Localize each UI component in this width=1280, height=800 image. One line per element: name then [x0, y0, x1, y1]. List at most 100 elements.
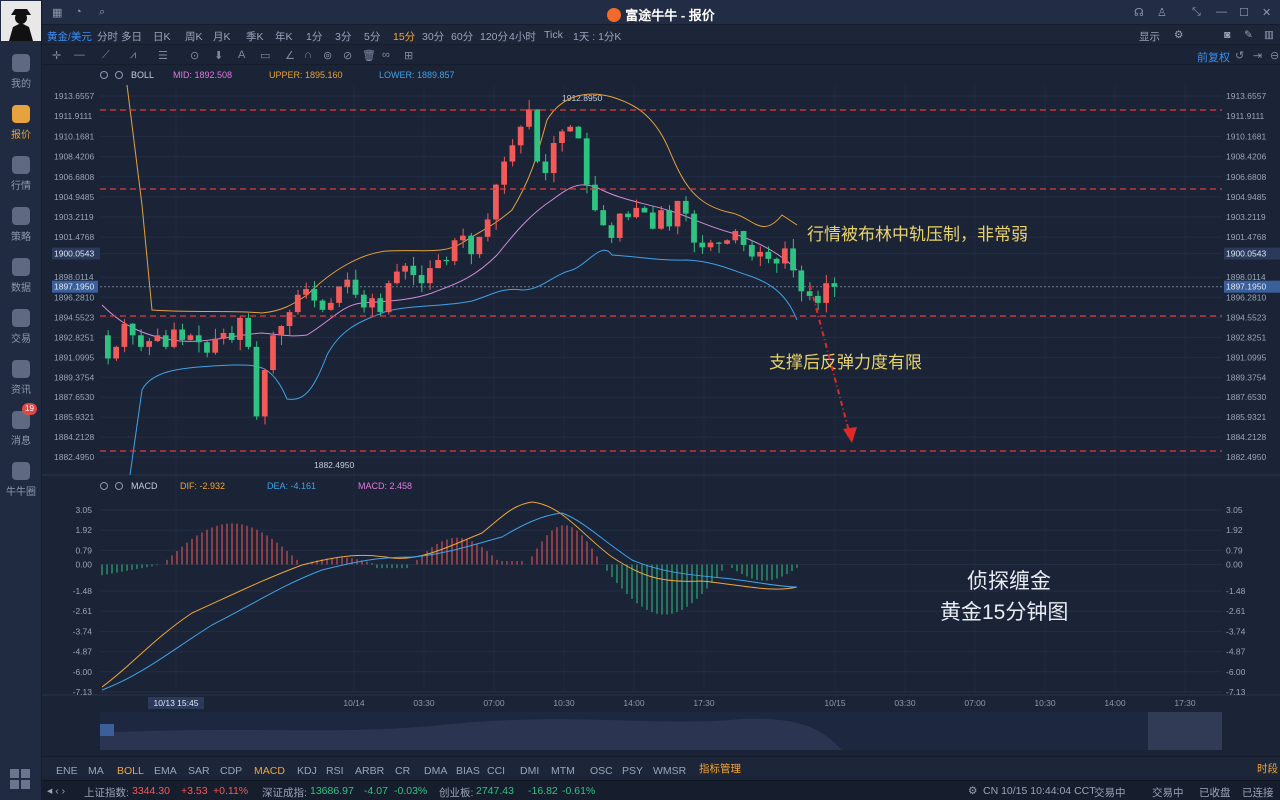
timeframe-tab[interactable]: 120分: [480, 31, 509, 43]
price-chart[interactable]: 10/13 15:45 10/14 03:30 07:00 10:30 14:00 17:3…: [42, 65, 1280, 755]
sidebar-item-1[interactable]: 报价: [0, 99, 42, 145]
layout-icon[interactable]: ▥: [1264, 29, 1274, 41]
camera-icon[interactable]: ◙: [1224, 29, 1231, 41]
full-icon[interactable]: ⇥: [1253, 50, 1263, 62]
sidebar-item-0[interactable]: 我的: [0, 48, 42, 94]
sidebar-item-4[interactable]: 数据: [0, 252, 42, 298]
user-icon: [12, 54, 30, 72]
settings-icon[interactable]: ⚙: [1174, 29, 1184, 41]
timeframe-tab[interactable]: 15分: [393, 31, 416, 43]
price-axis-label-right: 1913.6557: [1226, 91, 1266, 101]
indicator-tab[interactable]: CCI: [487, 765, 506, 777]
timeframe-tab[interactable]: 30分: [422, 31, 445, 43]
timeframe-tab[interactable]: 年K: [275, 31, 293, 43]
timeframe-tab[interactable]: 4小时: [509, 31, 536, 43]
avatar[interactable]: [1, 1, 41, 41]
timeframe-tab[interactable]: 分时: [97, 31, 118, 43]
indicator-tab[interactable]: BOLL: [117, 765, 144, 777]
sidebar-item-2[interactable]: 行情: [0, 150, 42, 196]
timeframe-tab[interactable]: 1分: [306, 31, 323, 43]
crosshair-tool-icon[interactable]: ✛: [52, 50, 62, 62]
link-tool-icon[interactable]: ∞: [382, 49, 390, 61]
compare-tool-icon[interactable]: ⊞: [404, 50, 414, 62]
indicator-tab[interactable]: ARBR: [355, 765, 385, 777]
magnet-tool-icon[interactable]: ∩: [304, 49, 312, 61]
indicator-manage-button[interactable]: 指标管理: [699, 763, 741, 775]
indicator-tab[interactable]: MA: [88, 765, 104, 777]
lock-tool-icon[interactable]: ⊚: [323, 50, 333, 62]
collapse-icon[interactable]: ⤡: [1192, 6, 1201, 18]
indicator-tab[interactable]: WMSR: [653, 765, 687, 777]
settings-icon[interactable]: ⚙: [968, 785, 978, 797]
indicator-tab[interactable]: SAR: [188, 765, 210, 777]
timeframe-tab[interactable]: 日K: [153, 31, 171, 43]
undo-icon[interactable]: ↺: [1235, 50, 1245, 62]
close-icon[interactable]: ✕: [1262, 7, 1272, 19]
note-tool-icon[interactable]: ▭: [260, 50, 271, 62]
symbol-selector[interactable]: 黄金/美元: [47, 31, 92, 43]
sidebar-item-8[interactable]: 牛牛圈: [0, 456, 42, 502]
fib-tool-icon[interactable]: ☰: [158, 50, 168, 62]
indicator-tab[interactable]: PSY: [622, 765, 644, 777]
apps-grid-icon[interactable]: [9, 768, 31, 790]
edit-icon[interactable]: ✎: [1244, 29, 1253, 41]
indicator-tab[interactable]: BIAS: [456, 765, 480, 777]
indicator-tab[interactable]: DMI: [520, 765, 540, 777]
timeframe-tab[interactable]: 月K: [213, 31, 231, 43]
delete-tool-icon[interactable]: 🗑: [362, 50, 376, 62]
timeframe-tab[interactable]: 3分: [335, 31, 352, 43]
session-button[interactable]: 时段: [1257, 763, 1278, 775]
minimize-icon[interactable]: —: [1216, 6, 1227, 18]
adjust-select[interactable]: 前复权: [1197, 52, 1230, 64]
text-tool-icon[interactable]: A: [238, 49, 246, 61]
line-tool-icon[interactable]: —: [74, 49, 85, 61]
bell-icon[interactable]: ◔: [75, 6, 82, 18]
candle-body: [393, 271, 400, 284]
arrow-tool-icon[interactable]: ⬇: [214, 50, 224, 62]
data-icon: [12, 258, 30, 276]
pen-tool-icon[interactable]: ∠: [285, 50, 295, 62]
hover-price-left: 1900.0543: [54, 249, 94, 259]
more-icon[interactable]: ⊖: [1270, 50, 1280, 62]
indicator-tab[interactable]: CR: [395, 765, 411, 777]
indicator-tab[interactable]: DMA: [424, 765, 448, 777]
indicator-tab[interactable]: EMA: [154, 765, 177, 777]
shape-tool-icon[interactable]: ⊙: [190, 50, 200, 62]
timeframe-tab[interactable]: 多日: [121, 31, 142, 43]
indicator-tab[interactable]: RSI: [326, 765, 344, 777]
price-axis-label-right: 1896.2810: [1226, 292, 1266, 302]
timeframe-tab[interactable]: 周K: [185, 31, 203, 43]
nav-prev-icon[interactable]: ◂ ‹ ›: [47, 785, 66, 797]
hide-tool-icon[interactable]: ⊘: [343, 50, 353, 62]
timeframe-tab[interactable]: 季K: [246, 31, 264, 43]
headset-icon[interactable]: ☊: [1134, 7, 1144, 19]
candle-body: [459, 235, 466, 241]
indicator-tab[interactable]: ENE: [56, 765, 78, 777]
indicator-tab[interactable]: MTM: [551, 765, 575, 777]
candle-body: [781, 248, 788, 264]
candle-body: [509, 145, 516, 162]
timeframe-tab[interactable]: 60分: [451, 31, 474, 43]
grid-icon[interactable]: ▦: [52, 7, 63, 19]
shirt-icon[interactable]: ♙: [1157, 7, 1167, 19]
search-icon[interactable]: ⌕: [99, 6, 106, 18]
sidebar-item-7[interactable]: 消息 19: [0, 403, 42, 451]
candle-body: [105, 335, 111, 359]
timeframe-tab[interactable]: 5分: [364, 31, 381, 43]
wave-tool-icon[interactable]: ⩘: [130, 49, 137, 61]
indicator-tab[interactable]: CDP: [220, 765, 243, 777]
maximize-icon[interactable]: ☐: [1239, 7, 1249, 19]
indicator-tab[interactable]: MACD: [254, 765, 285, 777]
close-icon: [115, 482, 123, 490]
period-select[interactable]: 1天 : 1分K: [573, 31, 622, 43]
sidebar-item-6[interactable]: 资讯: [0, 354, 42, 400]
macd-axis-label-left: 1.92: [75, 525, 92, 535]
indicator-tab[interactable]: KDJ: [297, 765, 317, 777]
sidebar-item-3[interactable]: 策略: [0, 201, 42, 247]
sidebar-item-5[interactable]: 交易: [0, 303, 42, 349]
trend-tool-icon[interactable]: ⟋: [102, 49, 110, 61]
display-button[interactable]: 显示: [1139, 31, 1160, 43]
indicator-tab[interactable]: OSC: [590, 765, 613, 777]
timeframe-tab[interactable]: Tick: [544, 29, 563, 41]
price-axis-label-left: 1908.4206: [54, 152, 94, 162]
